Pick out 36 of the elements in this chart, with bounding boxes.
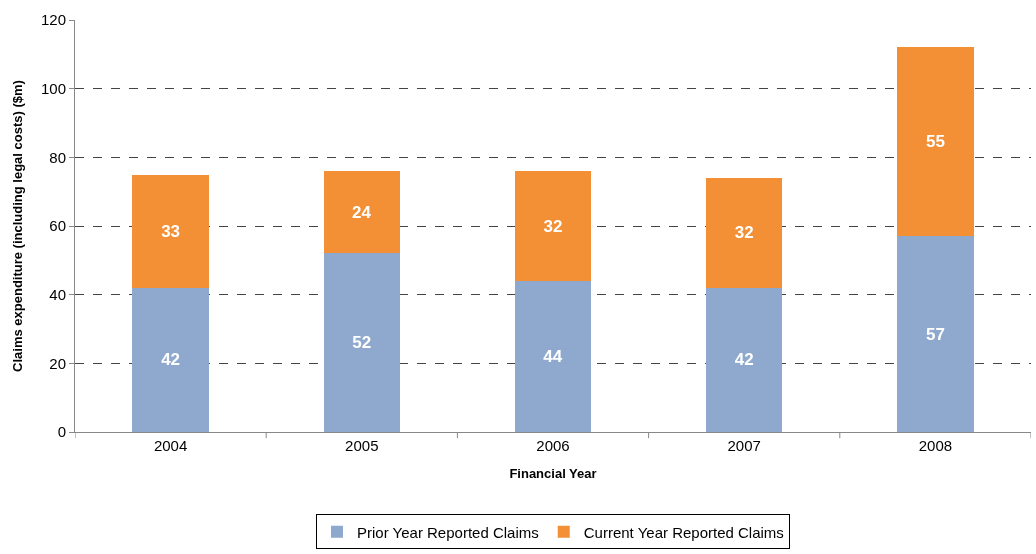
y-tick-label: 80 (49, 148, 66, 166)
bar (897, 236, 974, 432)
x-tick-label: 2005 (345, 437, 379, 454)
x-tick-label: 2006 (536, 437, 570, 454)
legend-label: Current Year Reported Claims (583, 523, 784, 541)
legend-label: Prior Year Reported Claims (357, 523, 539, 541)
data-label: 32 (734, 223, 754, 243)
x-tick-label: 2007 (727, 437, 761, 454)
data-label: 52 (352, 333, 372, 353)
data-label: 42 (161, 350, 181, 370)
x-axis-title: Financial Year (509, 465, 597, 481)
data-label: 55 (925, 132, 945, 152)
data-label: 24 (352, 202, 372, 222)
bar (705, 177, 783, 288)
bar (132, 287, 209, 432)
bar (705, 287, 783, 432)
y-axis-title: Claims expenditure (including legal costs) ($m) (9, 80, 25, 372)
bar (897, 47, 974, 237)
x-tick-label: 2004 (153, 437, 188, 454)
y-tick-label: 0 (57, 423, 66, 441)
data-label: 32 (543, 216, 563, 236)
y-tick-label: 60 (49, 217, 66, 235)
y-tick-label: 40 (49, 285, 66, 303)
y-tick-label: 100 (40, 79, 66, 97)
data-label: 44 (543, 346, 563, 366)
y-tick-label: 20 (49, 354, 66, 372)
bar (514, 171, 592, 281)
bar (132, 174, 209, 288)
data-label: 42 (734, 350, 754, 370)
y-tick-label: 120 (40, 11, 66, 29)
bar (514, 280, 592, 432)
bar (323, 253, 401, 432)
bar (323, 171, 401, 254)
data-label: 57 (925, 324, 945, 344)
x-tick-label: 2008 (918, 437, 953, 454)
data-label: 33 (161, 221, 181, 241)
